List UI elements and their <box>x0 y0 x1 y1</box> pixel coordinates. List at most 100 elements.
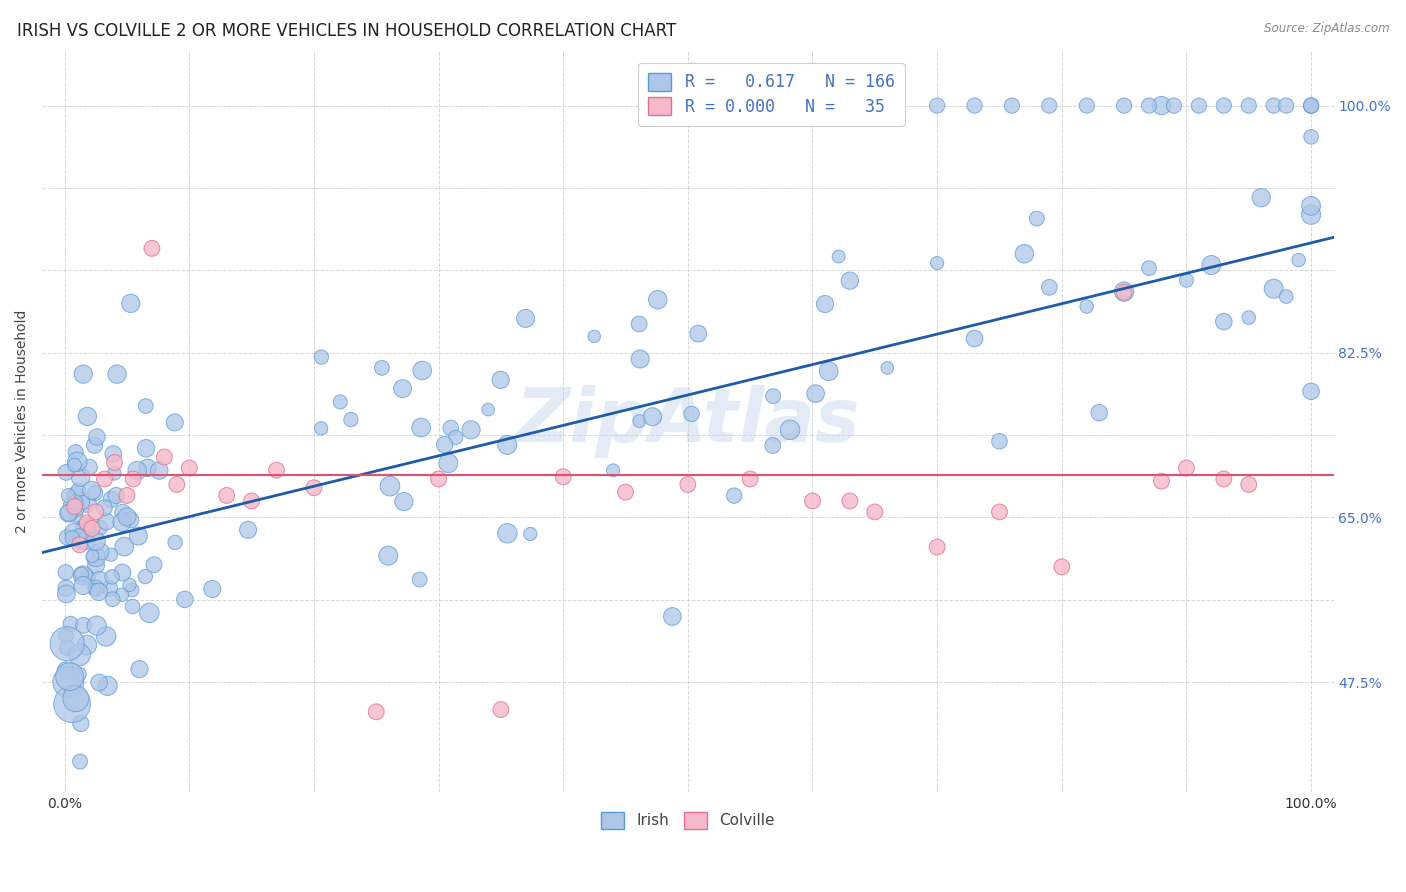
Point <box>55 466 77 480</box>
Point <box>127 463 149 477</box>
Point <box>80 521 103 535</box>
Point <box>89 675 111 690</box>
Point <box>1263 282 1285 296</box>
Point <box>67 483 90 498</box>
Point <box>1237 477 1260 491</box>
Point <box>740 472 762 486</box>
Point <box>86 430 108 444</box>
Text: IRISH VS COLVILLE 2 OR MORE VEHICLES IN HOUSEHOLD CORRELATION CHART: IRISH VS COLVILLE 2 OR MORE VEHICLES IN … <box>17 22 676 40</box>
Point <box>165 535 187 549</box>
Point <box>179 461 201 475</box>
Point <box>647 293 669 307</box>
Point <box>366 705 388 719</box>
Point <box>681 407 703 421</box>
Text: Source: ZipAtlas.com: Source: ZipAtlas.com <box>1264 22 1389 36</box>
Point <box>863 505 886 519</box>
Point <box>340 412 363 426</box>
Point <box>120 513 142 527</box>
Point <box>688 326 710 341</box>
Point <box>1250 191 1272 205</box>
Point <box>661 609 683 624</box>
Point <box>1014 246 1036 260</box>
Point <box>141 241 163 255</box>
Point <box>75 517 97 532</box>
Point <box>440 421 463 435</box>
Point <box>329 395 352 409</box>
Point <box>93 472 115 486</box>
Point <box>1201 258 1223 272</box>
Point <box>63 525 86 540</box>
Point <box>65 445 87 459</box>
Point <box>153 450 176 464</box>
Point <box>105 367 128 381</box>
Point <box>103 456 125 470</box>
Point <box>86 618 108 632</box>
Point <box>437 456 460 470</box>
Point <box>84 549 107 564</box>
Point <box>1114 285 1136 299</box>
Point <box>121 582 143 597</box>
Point <box>266 463 288 477</box>
Point <box>59 616 82 631</box>
Point <box>927 256 949 270</box>
Point <box>1025 211 1047 226</box>
Point <box>628 351 651 366</box>
Point <box>69 755 91 769</box>
Point <box>58 675 80 690</box>
Point <box>83 582 105 597</box>
Point <box>72 367 94 381</box>
Point <box>112 540 135 554</box>
Point <box>1163 98 1185 112</box>
Point <box>115 488 138 502</box>
Point <box>76 409 98 424</box>
Point <box>309 421 332 435</box>
Point <box>173 592 195 607</box>
Point <box>408 573 430 587</box>
Point <box>103 467 125 481</box>
Point <box>69 538 91 552</box>
Point <box>496 438 519 452</box>
Point <box>1299 199 1322 213</box>
Point <box>67 528 90 542</box>
Point <box>801 494 824 508</box>
Point <box>120 296 142 310</box>
Point <box>65 691 87 706</box>
Point <box>377 549 399 563</box>
Point <box>876 360 898 375</box>
Point <box>1212 315 1234 329</box>
Point <box>762 438 785 452</box>
Point <box>838 494 860 508</box>
Point <box>1288 253 1310 268</box>
Point <box>89 521 111 535</box>
Point <box>100 548 122 562</box>
Point <box>814 297 837 311</box>
Point <box>804 386 827 401</box>
Point <box>87 584 110 599</box>
Point <box>1088 406 1111 420</box>
Point <box>70 567 93 582</box>
Point <box>1175 273 1198 287</box>
Point <box>988 505 1011 519</box>
Point <box>515 311 537 326</box>
Point <box>60 531 83 545</box>
Point <box>59 498 82 512</box>
Point <box>77 571 100 585</box>
Point <box>115 509 138 524</box>
Point <box>111 505 134 519</box>
Point <box>628 414 651 428</box>
Point <box>433 437 456 451</box>
Point <box>56 640 79 655</box>
Point <box>67 667 90 681</box>
Point <box>111 588 134 602</box>
Point <box>1237 98 1260 112</box>
Point <box>65 495 87 509</box>
Point <box>201 582 224 596</box>
Point <box>1212 98 1234 112</box>
Point <box>58 489 80 503</box>
Point <box>96 515 118 529</box>
Point <box>93 500 115 515</box>
Point <box>1299 98 1322 112</box>
Point <box>723 489 745 503</box>
Point <box>56 637 79 651</box>
Legend: Irish, Colville: Irish, Colville <box>593 805 782 836</box>
